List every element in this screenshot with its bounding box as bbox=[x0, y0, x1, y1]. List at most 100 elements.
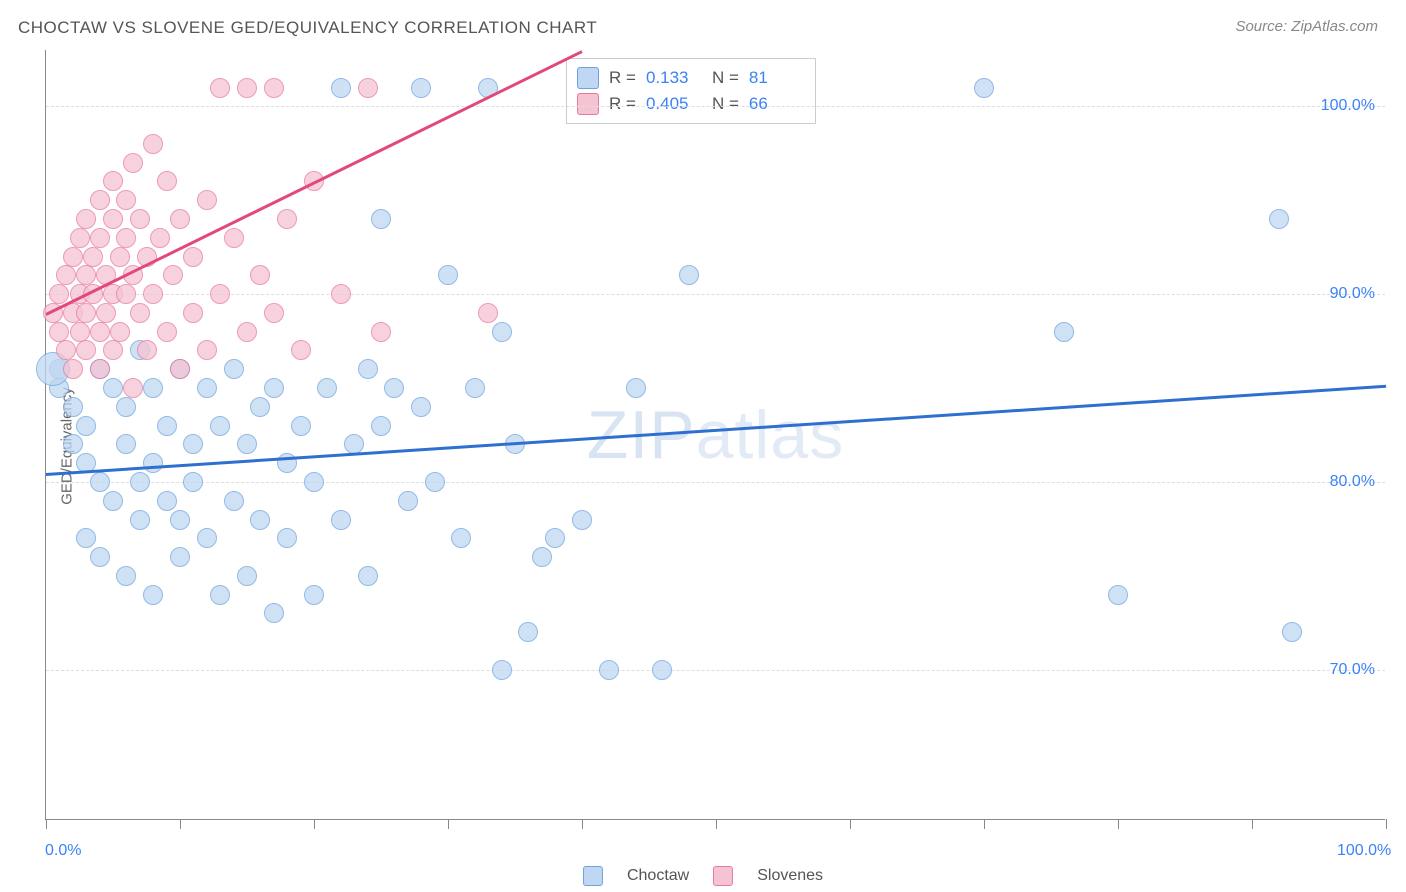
r-label: R = bbox=[609, 94, 636, 114]
data-point bbox=[76, 340, 96, 360]
legend-swatch-slovenes bbox=[713, 866, 733, 886]
data-point bbox=[150, 228, 170, 248]
data-point bbox=[518, 622, 538, 642]
data-point bbox=[90, 190, 110, 210]
data-point bbox=[237, 566, 257, 586]
data-point bbox=[264, 303, 284, 323]
data-point bbox=[157, 491, 177, 511]
data-point bbox=[130, 472, 150, 492]
data-point bbox=[103, 171, 123, 191]
data-point bbox=[103, 378, 123, 398]
x-tick bbox=[582, 819, 583, 829]
data-point bbox=[974, 78, 994, 98]
data-point bbox=[224, 491, 244, 511]
x-tick bbox=[1252, 819, 1253, 829]
legend-label: Choctaw bbox=[627, 867, 689, 885]
data-point bbox=[116, 228, 136, 248]
x-tick bbox=[1386, 819, 1387, 829]
data-point bbox=[90, 472, 110, 492]
y-tick-label: 70.0% bbox=[1330, 661, 1375, 679]
source-attribution: Source: ZipAtlas.com bbox=[1235, 18, 1378, 35]
n-value: 66 bbox=[749, 94, 805, 114]
x-tick bbox=[314, 819, 315, 829]
data-point bbox=[250, 510, 270, 530]
data-point bbox=[170, 359, 190, 379]
x-tick bbox=[716, 819, 717, 829]
data-point bbox=[250, 265, 270, 285]
data-point bbox=[425, 472, 445, 492]
data-point bbox=[331, 78, 351, 98]
data-point bbox=[532, 547, 552, 567]
data-point bbox=[492, 660, 512, 680]
r-value: 0.405 bbox=[646, 94, 702, 114]
data-point bbox=[90, 322, 110, 342]
data-point bbox=[137, 340, 157, 360]
trend-line bbox=[46, 384, 1386, 475]
legend-label: Slovenes bbox=[757, 867, 823, 885]
data-point bbox=[358, 359, 378, 379]
data-point bbox=[103, 340, 123, 360]
data-point bbox=[371, 322, 391, 342]
y-tick-label: 100.0% bbox=[1321, 97, 1375, 115]
data-point bbox=[317, 378, 337, 398]
data-point bbox=[123, 378, 143, 398]
data-point bbox=[116, 397, 136, 417]
data-point bbox=[572, 510, 592, 530]
data-point bbox=[76, 209, 96, 229]
data-point bbox=[1269, 209, 1289, 229]
data-point bbox=[210, 284, 230, 304]
data-point bbox=[123, 153, 143, 173]
x-tick-label: 100.0% bbox=[1337, 842, 1391, 860]
data-point bbox=[170, 209, 190, 229]
data-point bbox=[1282, 622, 1302, 642]
data-point bbox=[170, 547, 190, 567]
data-point bbox=[96, 303, 116, 323]
data-point bbox=[331, 510, 351, 530]
data-point bbox=[679, 265, 699, 285]
data-point bbox=[170, 510, 190, 530]
data-point bbox=[130, 510, 150, 530]
data-point bbox=[438, 265, 458, 285]
legend: Choctaw Slovenes bbox=[583, 866, 823, 886]
data-point bbox=[63, 359, 83, 379]
data-point bbox=[371, 416, 391, 436]
data-point bbox=[465, 378, 485, 398]
data-point bbox=[49, 284, 69, 304]
data-point bbox=[411, 397, 431, 417]
r-label: R = bbox=[609, 68, 636, 88]
data-point bbox=[250, 397, 270, 417]
data-point bbox=[183, 434, 203, 454]
gridline bbox=[46, 106, 1385, 107]
data-point bbox=[63, 247, 83, 267]
data-point bbox=[358, 78, 378, 98]
data-point bbox=[492, 322, 512, 342]
x-tick bbox=[1118, 819, 1119, 829]
data-point bbox=[130, 209, 150, 229]
data-point bbox=[652, 660, 672, 680]
chart-title: CHOCTAW VS SLOVENE GED/EQUIVALENCY CORRE… bbox=[18, 18, 597, 38]
data-point bbox=[76, 416, 96, 436]
data-point bbox=[70, 322, 90, 342]
data-point bbox=[143, 134, 163, 154]
data-point bbox=[103, 491, 123, 511]
data-point bbox=[116, 284, 136, 304]
data-point bbox=[70, 228, 90, 248]
correlation-stats-box: R = 0.133 N = 81 R = 0.405 N = 66 bbox=[566, 58, 816, 124]
data-point bbox=[116, 190, 136, 210]
swatch-slovenes bbox=[577, 93, 599, 115]
data-point bbox=[599, 660, 619, 680]
data-point bbox=[210, 585, 230, 605]
data-point bbox=[157, 322, 177, 342]
data-point bbox=[304, 585, 324, 605]
data-point bbox=[83, 247, 103, 267]
data-point bbox=[331, 284, 351, 304]
data-point bbox=[264, 603, 284, 623]
data-point bbox=[277, 528, 297, 548]
data-point bbox=[90, 359, 110, 379]
data-point bbox=[626, 378, 646, 398]
data-point bbox=[90, 547, 110, 567]
n-label: N = bbox=[712, 94, 739, 114]
x-tick-label: 0.0% bbox=[45, 842, 81, 860]
r-value: 0.133 bbox=[646, 68, 702, 88]
data-point bbox=[304, 472, 324, 492]
